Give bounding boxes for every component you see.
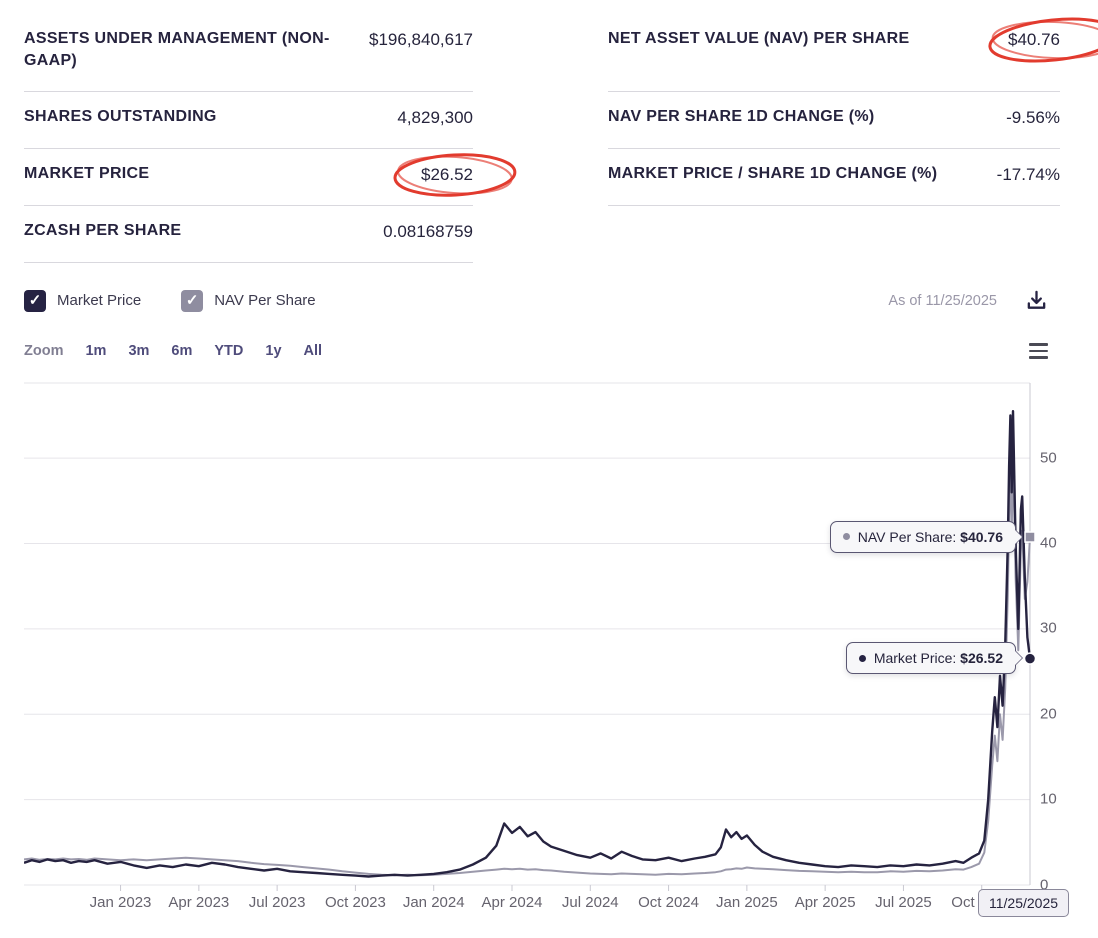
stat-value: $26.52: [393, 152, 517, 197]
stat-label: NAV PER SHARE 1D CHANGE (%): [608, 108, 875, 125]
stat-label: MARKET PRICE: [24, 165, 150, 182]
as-of-date: As of 11/25/2025: [888, 292, 997, 309]
stat-label: NET ASSET VALUE (NAV) PER SHARE: [608, 30, 910, 47]
range-button-6m[interactable]: 6m: [171, 342, 193, 359]
range-button-all[interactable]: All: [303, 342, 323, 359]
range-button-1m[interactable]: 1m: [85, 342, 107, 359]
stat-label: MARKET PRICE / SHARE 1D CHANGE (%): [608, 165, 938, 182]
x-axis-label: Jul 2024: [561, 893, 619, 911]
x-axis-label: Apr 2024: [481, 893, 543, 911]
legend-label: Market Price: [57, 292, 142, 309]
stat-value: 0.08168759: [383, 222, 473, 241]
fund-stats-grid: ASSETS UNDER MANAGEMENT (NON-GAAP) $196,…: [24, 14, 1098, 263]
y-axis-label: 20: [1040, 705, 1057, 723]
tooltip-market-price: Market Price: $26.52: [845, 642, 1016, 675]
x-axis-label: Oct 2024: [638, 893, 699, 911]
range-button-3m[interactable]: 3m: [128, 342, 150, 359]
tooltip-nav-per-share: NAV Per Share: $40.76: [829, 520, 1016, 553]
stat-value: -9.56%: [1006, 108, 1060, 127]
download-icon[interactable]: [1025, 289, 1048, 312]
stat-row-nav-per-share: NET ASSET VALUE (NAV) PER SHARE $40.76: [608, 14, 1098, 92]
crosshair-date-label: 11/25/2025: [978, 888, 1070, 917]
stat-label: ASSETS UNDER MANAGEMENT (NON-GAAP): [24, 30, 330, 69]
price-history-chart[interactable]: NAV Per Share: $40.76 Market Price: $26.…: [24, 378, 1074, 926]
chart-legend: Market Price NAV Per Share As of 11/25/2…: [24, 289, 1074, 312]
y-axis-label: 40: [1040, 534, 1057, 552]
legend-label: NAV Per Share: [214, 292, 316, 309]
tooltip-text: NAV Per Share: $40.76: [857, 528, 1003, 545]
stat-row-nav-1d-change: NAV PER SHARE 1D CHANGE (%) -9.56%: [608, 92, 1060, 149]
stat-value: $196,840,617: [369, 30, 473, 49]
legend-item-nav-per-share[interactable]: NAV Per Share: [181, 289, 316, 312]
y-axis-label: 50: [1040, 449, 1057, 467]
chart-menu-icon[interactable]: [1029, 340, 1048, 362]
x-axis-label: Jul 2025: [875, 893, 932, 911]
x-axis-label: Jan 2023: [89, 893, 152, 911]
tooltip-text: Market Price: $26.52: [873, 650, 1003, 667]
x-axis-label: Jan 2025: [715, 893, 778, 911]
nav-series-dot-icon: [842, 533, 850, 540]
checkbox-market-price[interactable]: [24, 289, 46, 312]
market-series-dot-icon: [858, 654, 866, 662]
legend-right: As of 11/25/2025: [888, 289, 1048, 312]
nav-per-share-value: $40.76: [1008, 30, 1060, 49]
stat-row-zcash-per-share: ZCASH PER SHARE 0.08168759: [24, 206, 473, 263]
y-axis-label: 30: [1040, 619, 1057, 637]
stat-label: ZCASH PER SHARE: [24, 222, 182, 239]
x-axis-label: Oct 2023: [324, 893, 386, 911]
x-axis-label: Jul 2023: [248, 893, 306, 911]
stat-value: -17.74%: [996, 165, 1060, 184]
checkbox-nav-per-share[interactable]: [181, 289, 204, 312]
range-button-ytd[interactable]: YTD: [214, 342, 244, 359]
stat-label: SHARES OUTSTANDING: [24, 108, 217, 125]
legend-item-market-price[interactable]: Market Price: [24, 289, 142, 312]
range-button-1y[interactable]: 1y: [265, 342, 282, 359]
y-axis-label: 0: [1040, 876, 1049, 893]
chart-plot-area[interactable]: [24, 378, 1074, 926]
stat-value: 4,829,300: [397, 108, 473, 127]
range-selector: Zoom 1m 3m 6m YTD 1y All: [24, 340, 1074, 362]
stat-row-aum: ASSETS UNDER MANAGEMENT (NON-GAAP) $196,…: [24, 14, 473, 92]
zoom-label: Zoom: [24, 342, 64, 359]
y-axis-label: 10: [1040, 790, 1057, 808]
x-axis-label: Apr 2023: [168, 893, 230, 911]
stat-row-shares-outstanding: SHARES OUTSTANDING 4,829,300: [24, 92, 473, 149]
x-axis-label: Apr 2025: [794, 893, 856, 911]
stat-value: $40.76: [988, 17, 1098, 62]
x-axis-label: Jan 2024: [402, 893, 465, 911]
stat-row-market-price: MARKET PRICE $26.52: [24, 149, 517, 206]
stat-row-market-price-1d-change: MARKET PRICE / SHARE 1D CHANGE (%) -17.7…: [608, 149, 1060, 206]
market-price-value: $26.52: [421, 165, 473, 184]
